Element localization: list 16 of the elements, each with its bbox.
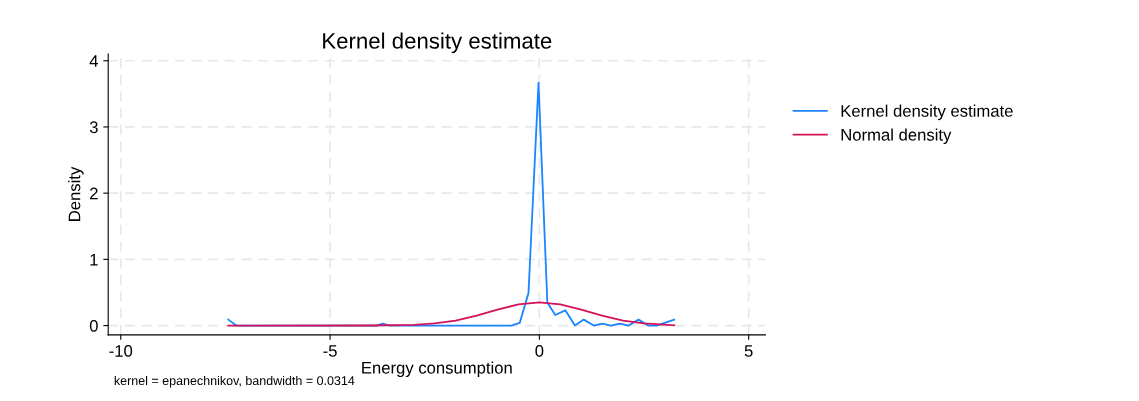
legend-label: Normal density — [841, 128, 952, 145]
y-tick-label: 0 — [89, 319, 98, 332]
line-series — [227, 301, 676, 327]
y-tick-label: 2 — [90, 187, 98, 200]
x-tick-label: 5 — [744, 345, 753, 357]
y-tick-label: 4 — [89, 55, 98, 67]
y-tick-label: 3 — [89, 121, 98, 134]
x-tick-label: -10 — [109, 345, 133, 357]
legend-label: Kernel density estimate — [841, 104, 1013, 121]
y-axis-title: Density — [68, 166, 84, 221]
y-tick-label: 1 — [90, 253, 98, 266]
x-tick-label: 0 — [535, 345, 544, 357]
chart-title: Kernel density estimate — [323, 32, 552, 54]
text: kernel = epanechnikov, bandwidth = 0.0314 — [114, 375, 355, 388]
x-axis-title: Energy consumption — [362, 361, 512, 378]
x-tick-label: -5 — [323, 345, 337, 357]
